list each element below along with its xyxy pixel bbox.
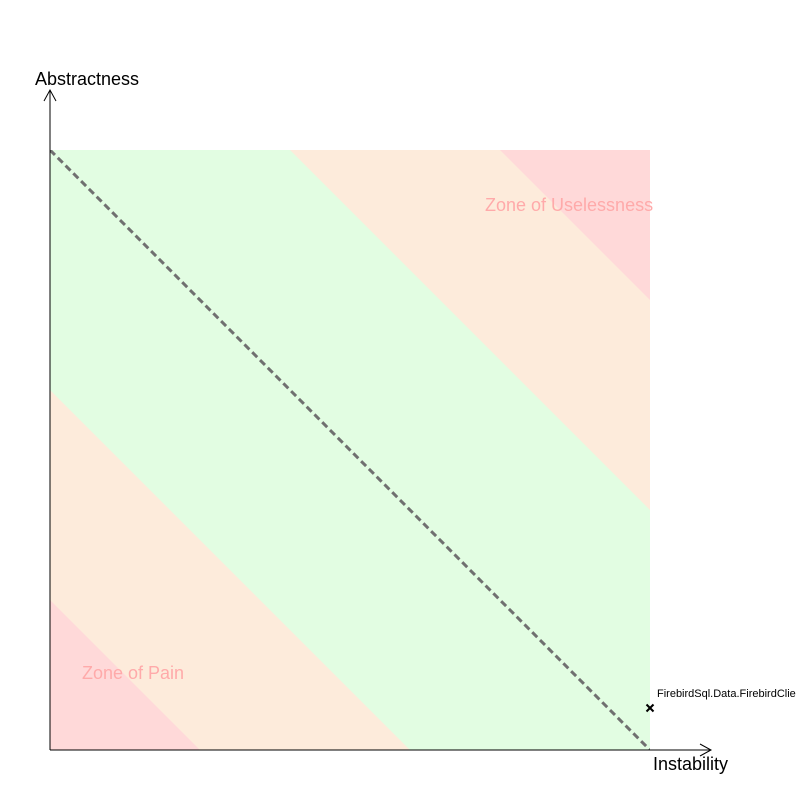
x-axis-arrow-icon (699, 743, 713, 757)
x-axis-title: Instability (653, 754, 728, 774)
zone-of-uselessness-area (500, 150, 650, 300)
main-sequence-line (50, 150, 650, 750)
point-label: FirebirdSql.Data.FirebirdClie (657, 688, 796, 700)
data-point: FirebirdSql.Data.FirebirdClie (645, 688, 796, 713)
zone-of-pain-area (50, 600, 200, 750)
y-axis-title: Abstractness (35, 69, 139, 89)
point-x-marker-stroke (645, 703, 655, 713)
zone-of-pain-label: Zone of Pain (82, 663, 184, 683)
zone-of-uselessness-label: Zone of Uselessness (485, 195, 653, 215)
y-axis-arrow-icon (43, 88, 57, 102)
